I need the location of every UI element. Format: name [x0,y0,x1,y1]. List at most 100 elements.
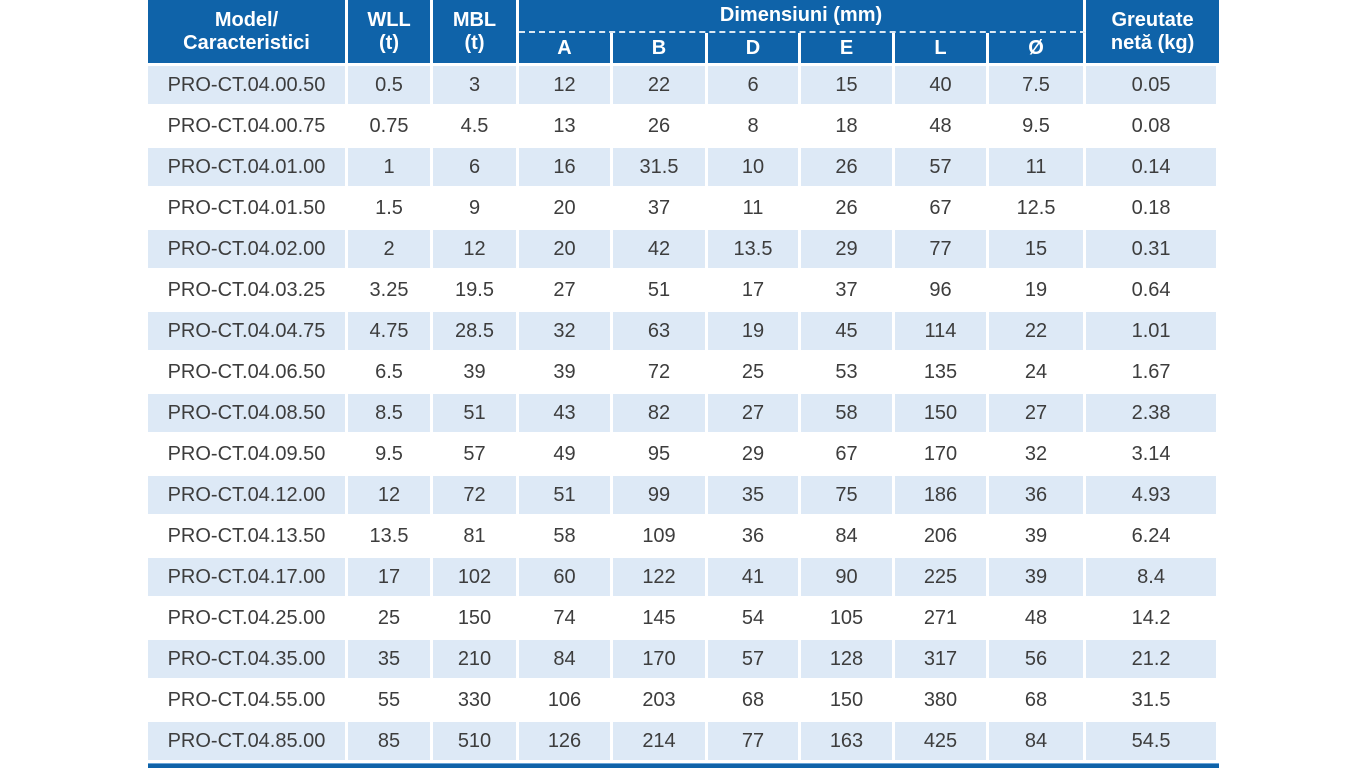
table-row: PRO-CT.04.13.50 13.5 81 58 109 36 84 206 39 6.24 [148,517,1220,558]
table-row: PRO-CT.04.01.00 1 6 16 31.5 10 26 57 11 0.14 [148,148,1220,189]
value-cell: 20 [519,230,613,271]
value-cell: 7.5 [989,66,1087,107]
value-cell: 16 [519,148,613,189]
value-cell: 40 [895,66,989,107]
value-cell: 27 [519,271,613,312]
value-cell: 4.93 [1086,476,1220,517]
table-body: PRO-CT.04.00.50 0.5 3 12 22 6 15 40 7.5 0.05 PRO-C… [148,66,1220,763]
value-cell: 41 [708,558,801,599]
value-cell: 4.75 [348,312,433,353]
value-cell: 317 [895,640,989,681]
value-cell: 51 [433,394,519,435]
value-cell: 8 [708,107,801,148]
value-cell: 170 [895,435,989,476]
model-cell: PRO-CT.04.04.75 [148,312,348,353]
value-cell: 68 [708,681,801,722]
value-cell: 77 [708,722,801,763]
value-cell: 0.05 [1086,66,1220,107]
value-cell: 24 [989,353,1087,394]
value-cell: 67 [801,435,895,476]
table-bottom-rule [148,763,1219,768]
value-cell: 15 [989,230,1087,271]
value-cell: 225 [895,558,989,599]
value-cell: 25 [348,599,433,640]
table-row: PRO-CT.04.09.50 9.5 57 49 95 29 67 170 32 3.14 [148,435,1220,476]
model-cell: PRO-CT.04.12.00 [148,476,348,517]
value-cell: 75 [801,476,895,517]
value-cell: 145 [613,599,708,640]
column-header-mbl: MBL (t) [433,0,519,66]
value-cell: 12 [433,230,519,271]
value-cell: 68 [989,681,1087,722]
column-group-header-dimensions: Dimensiuni (mm) [519,0,1087,33]
model-cell: PRO-CT.04.85.00 [148,722,348,763]
table-row: PRO-CT.04.08.50 8.5 51 43 82 27 58 150 27 2.38 [148,394,1220,435]
value-cell: 36 [989,476,1087,517]
value-cell: 74 [519,599,613,640]
value-cell: 27 [989,394,1087,435]
table-row: PRO-CT.04.06.50 6.5 39 39 72 25 53 135 24 1.67 [148,353,1220,394]
value-cell: 271 [895,599,989,640]
table-row: PRO-CT.04.00.75 0.75 4.5 13 26 8 18 48 9.5 0.08 [148,107,1220,148]
model-cell: PRO-CT.04.00.75 [148,107,348,148]
value-cell: 18 [801,107,895,148]
value-cell: 32 [519,312,613,353]
table-row: PRO-CT.04.00.50 0.5 3 12 22 6 15 40 7.5 0.05 [148,66,1220,107]
value-cell: 8.5 [348,394,433,435]
value-cell: 1.67 [1086,353,1220,394]
value-cell: 39 [989,558,1087,599]
value-cell: 25 [708,353,801,394]
value-cell: 109 [613,517,708,558]
value-cell: 58 [801,394,895,435]
value-cell: 0.64 [1086,271,1220,312]
table-header: Model/ Caracteristici WLL (t) MBL (t) Di… [148,0,1220,66]
value-cell: 0.5 [348,66,433,107]
value-cell: 51 [519,476,613,517]
value-cell: 0.14 [1086,148,1220,189]
value-cell: 54 [708,599,801,640]
value-cell: 203 [613,681,708,722]
value-cell: 8.4 [1086,558,1220,599]
value-cell: 57 [895,148,989,189]
value-cell: 15 [801,66,895,107]
value-cell: 26 [613,107,708,148]
value-cell: 72 [433,476,519,517]
value-cell: 3.14 [1086,435,1220,476]
value-cell: 35 [708,476,801,517]
value-cell: 0.18 [1086,189,1220,230]
value-cell: 19.5 [433,271,519,312]
value-cell: 150 [801,681,895,722]
table-row: PRO-CT.04.01.50 1.5 9 20 37 11 26 67 12.5 0.18 [148,189,1220,230]
value-cell: 6.5 [348,353,433,394]
value-cell: 49 [519,435,613,476]
value-cell: 1.01 [1086,312,1220,353]
value-cell: 17 [348,558,433,599]
value-cell: 150 [433,599,519,640]
value-cell: 63 [613,312,708,353]
dimension-subheader-row: A B D E L Ø [148,33,1219,66]
model-cell: PRO-CT.04.09.50 [148,435,348,476]
value-cell: 510 [433,722,519,763]
value-cell: 12.5 [989,189,1087,230]
table-row: PRO-CT.04.12.00 12 72 51 99 35 75 186 36 4.93 [148,476,1220,517]
table-row: PRO-CT.04.85.00 85 510 126 214 77 163 425 84 54.5 [148,722,1220,763]
model-cell: PRO-CT.04.35.00 [148,640,348,681]
value-cell: 19 [989,271,1087,312]
value-cell: 48 [989,599,1087,640]
model-cell: PRO-CT.04.25.00 [148,599,348,640]
value-cell: 102 [433,558,519,599]
model-cell: PRO-CT.04.08.50 [148,394,348,435]
value-cell: 26 [801,148,895,189]
value-cell: 6 [708,66,801,107]
column-header-dim-diameter: Ø [989,33,1087,66]
value-cell: 9.5 [989,107,1087,148]
column-header-model: Model/ Caracteristici [148,0,348,66]
value-cell: 95 [613,435,708,476]
value-cell: 29 [801,230,895,271]
model-cell: PRO-CT.04.02.00 [148,230,348,271]
value-cell: 28.5 [433,312,519,353]
value-cell: 54.5 [1086,722,1220,763]
table-row: PRO-CT.04.17.00 17 102 60 122 41 90 225 39 8.4 [148,558,1220,599]
table-row: PRO-CT.04.04.75 4.75 28.5 32 63 19 45 114 22 1.01 [148,312,1220,353]
